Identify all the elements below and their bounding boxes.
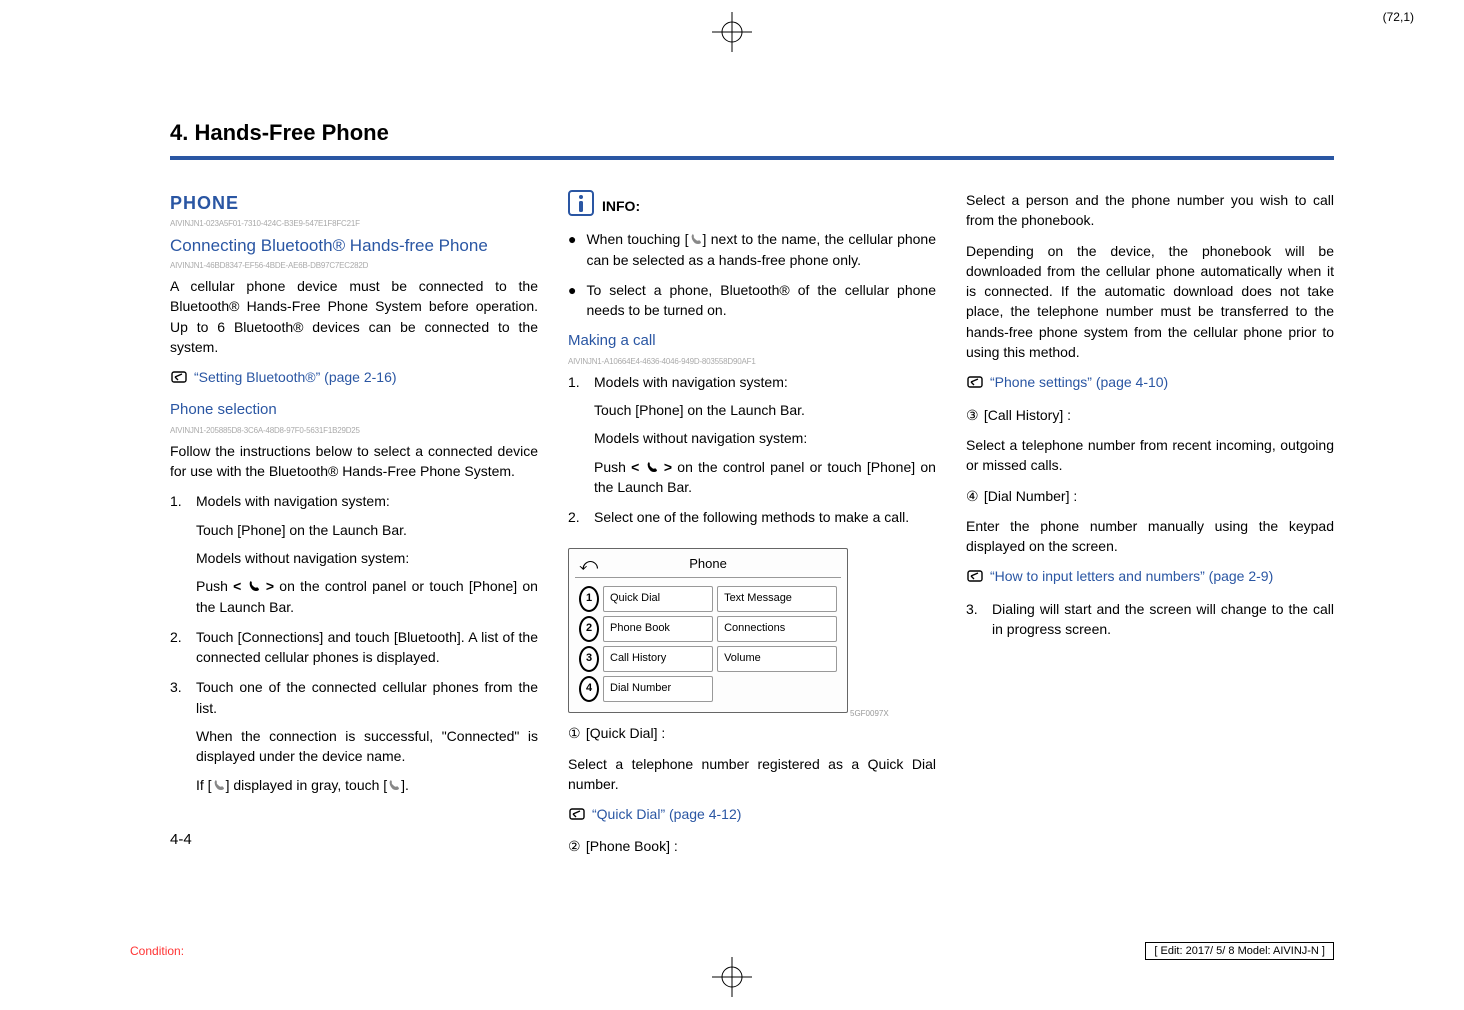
ref-phone-settings-text: “Phone settings” (page 4-10) <box>990 372 1334 392</box>
heading-making-call: Making a call <box>568 330 936 352</box>
chapter-title: 4. Hands-Free Phone <box>170 120 389 146</box>
ref-setting-bt-text: “Setting Bluetooth®” (page 2-16) <box>194 367 538 387</box>
para-follow: Follow the instructions below to select … <box>170 441 538 482</box>
edit-stamp: [ Edit: 2017/ 5/ 8 Model: AIVINJ-N ] <box>1145 942 1334 960</box>
phone-handset-icon <box>387 777 401 793</box>
ref-quick-dial: “Quick Dial” (page 4-12) <box>568 804 936 826</box>
ref-input-letters: “How to input letters and numbers” (page… <box>966 566 1334 588</box>
step-num: 1. <box>170 491 186 616</box>
phone-handset-icon <box>247 578 261 594</box>
figure-row-num: 2 <box>579 616 599 642</box>
call-step1a: Models with navigation system: <box>594 372 936 392</box>
column-1: PHONE AIVINJN1-023A5F01-7310-424C-B3E9-5… <box>170 190 538 867</box>
figure-row-num: 1 <box>579 586 599 612</box>
ref-icon <box>568 806 586 826</box>
step1c: Models without navigation system: <box>196 548 538 568</box>
info-bullets: When touching [] next to the name, the c… <box>568 229 936 320</box>
dialing-step: Dialing will start and the screen will c… <box>992 599 1334 640</box>
step-num: 2. <box>170 627 186 668</box>
page-marker: (72,1) <box>1383 10 1414 24</box>
heading-phone: PHONE <box>170 190 538 216</box>
figure-cell: Quick Dial <box>603 586 713 612</box>
call-history-desc: Select a telephone number from recent in… <box>966 435 1334 476</box>
col3-p2: Depending on the device, the phonebook w… <box>966 241 1334 363</box>
condition-label: Condition: <box>130 944 184 958</box>
ref-icon <box>170 369 188 389</box>
ref-setting-bt: “Setting Bluetooth®” (page 2-16) <box>170 367 538 389</box>
chapter-rule <box>170 156 1334 160</box>
step1d: Push < > on the control panel or touch [… <box>196 576 538 617</box>
step3b: When the connection is successful, "Conn… <box>196 726 538 767</box>
figure-row-num: 3 <box>579 646 599 672</box>
info-icon <box>568 190 594 221</box>
figure-title: Phone <box>689 555 727 574</box>
quick-dial-desc: Select a telephone number registered as … <box>568 754 936 795</box>
figure-cell: Dial Number <box>603 676 713 702</box>
figure-row-num: 4 <box>579 676 599 702</box>
ref-icon <box>966 568 984 588</box>
step3a: Touch one of the connected cellular phon… <box>196 677 538 718</box>
id-making-call: AIVINJN1-A10664E4-4636-4046-949D-803558D… <box>568 356 936 368</box>
id-connecting: AIVINJN1-46BD8347-EF56-4BDE-AE6B-DB97C7E… <box>170 260 538 272</box>
back-icon: ⤺ <box>579 551 598 577</box>
step2: Touch [Connections] and touch [Bluetooth… <box>196 627 538 668</box>
ref-phone-settings: “Phone settings” (page 4-10) <box>966 372 1334 394</box>
phone-handset-icon <box>645 459 659 475</box>
phone-handset-icon <box>689 231 703 247</box>
dial-number-desc: Enter the phone number manually using th… <box>966 516 1334 557</box>
info-header: INFO: <box>568 190 936 221</box>
step-num: 3. <box>966 599 982 640</box>
para-connect: A cellular phone device must be connecte… <box>170 276 538 357</box>
column-2: INFO: When touching [] next to the name,… <box>568 190 936 867</box>
info-bullet-1: When touching [] next to the name, the c… <box>586 229 936 270</box>
heading-connecting: Connecting Bluetooth® Hands-free Phone <box>170 234 538 259</box>
step-num: 2. <box>568 507 584 527</box>
figure-cell: Volume <box>717 646 837 672</box>
figure-cell: Text Message <box>717 586 837 612</box>
step3c: If [] displayed in gray, touch []. <box>196 775 538 795</box>
figure-cell: Call History <box>603 646 713 672</box>
steps-call: 1. Models with navigation system: Touch … <box>568 372 936 528</box>
ref-input-letters-text: “How to input letters and numbers” (page… <box>990 566 1334 586</box>
register-mark-top <box>712 12 752 52</box>
step-num: 1. <box>568 372 584 497</box>
phone-book-label: ② [Phone Book] : <box>568 836 936 856</box>
step-num: 3. <box>170 677 186 794</box>
id-phone: AIVINJN1-023A5F01-7310-424C-B3E9-547E1F8… <box>170 218 538 230</box>
call-step2: Select one of the following methods to m… <box>594 507 936 527</box>
phone-menu-figure: ⤺ Phone 1Quick DialText Message 2Phone Bo… <box>568 548 848 714</box>
quick-dial-label: ① [Quick Dial] : <box>568 723 936 743</box>
call-step1d: Push < > on the control panel or touch [… <box>594 457 936 498</box>
step1a: Models with navigation system: <box>196 491 538 511</box>
steps-dialing: 3. Dialing will start and the screen wil… <box>966 599 1334 640</box>
ref-icon <box>966 374 984 394</box>
info-label: INFO: <box>602 196 640 216</box>
step1b: Touch [Phone] on the Launch Bar. <box>196 520 538 540</box>
heading-phone-selection: Phone selection <box>170 399 538 421</box>
figure-cell: Phone Book <box>603 616 713 642</box>
info-bullet-2: To select a phone, Bluetooth® of the cel… <box>586 280 936 321</box>
ref-quick-dial-text: “Quick Dial” (page 4-12) <box>592 804 936 824</box>
dial-number-label: ④ [Dial Number] : <box>966 486 1334 506</box>
column-3: Select a person and the phone number you… <box>966 190 1334 867</box>
register-mark-bottom <box>712 957 752 1000</box>
call-step1c: Models without navigation system: <box>594 428 936 448</box>
id-phone-selection: AIVINJN1-205885D8-3C6A-48D8-97F0-5631F1B… <box>170 425 538 437</box>
call-history-label: ③ [Call History] : <box>966 405 1334 425</box>
phone-handset-icon <box>212 777 226 793</box>
content-columns: PHONE AIVINJN1-023A5F01-7310-424C-B3E9-5… <box>170 190 1334 867</box>
figure-cell: Connections <box>717 616 837 642</box>
page-number: 4-4 <box>170 831 192 848</box>
figure-id: 5GF0097X <box>850 708 889 720</box>
call-step1b: Touch [Phone] on the Launch Bar. <box>594 400 936 420</box>
steps-selection: 1. Models with navigation system: Touch … <box>170 491 538 795</box>
col3-p1: Select a person and the phone number you… <box>966 190 1334 231</box>
